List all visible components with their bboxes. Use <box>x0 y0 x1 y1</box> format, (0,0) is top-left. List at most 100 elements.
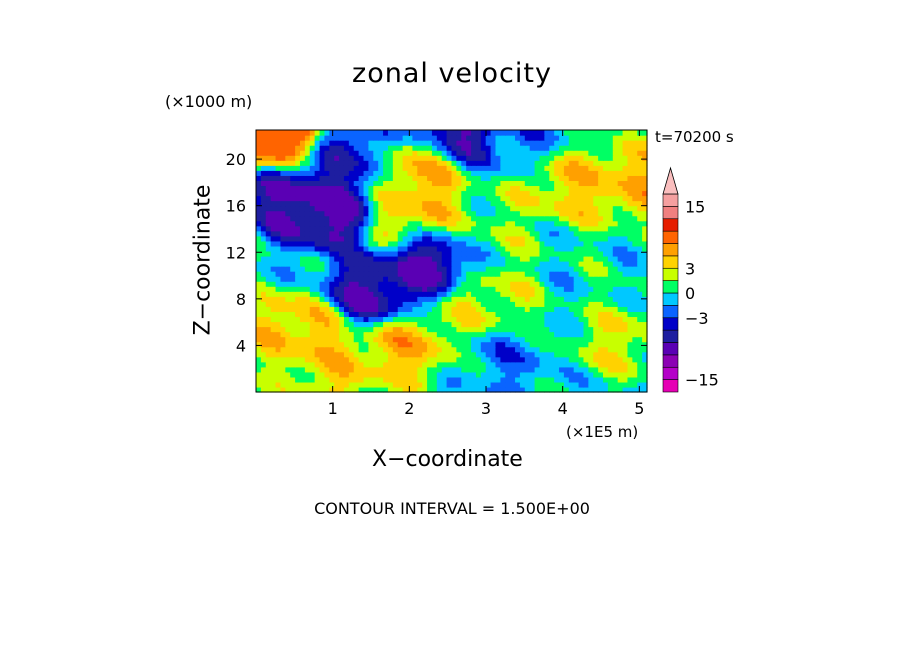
heatmap-cell <box>319 376 326 383</box>
heatmap-cell <box>495 266 501 272</box>
heatmap-cell <box>612 255 619 262</box>
heatmap-cell <box>637 165 643 171</box>
heatmap-cell <box>397 281 404 287</box>
heatmap-cell <box>603 286 609 292</box>
heatmap-cell <box>510 356 516 363</box>
heatmap-cell <box>451 376 457 383</box>
heatmap-cell <box>309 170 316 176</box>
heatmap-cell <box>466 291 472 297</box>
heatmap-cell <box>422 225 428 232</box>
heatmap-cell <box>505 175 511 181</box>
heatmap-cell <box>607 386 614 393</box>
heatmap-cell <box>554 245 560 252</box>
time-label: t=70200 s <box>655 128 734 146</box>
heatmap-cell <box>324 311 330 318</box>
heatmap-cell <box>539 351 545 358</box>
heatmap-cell <box>304 160 311 166</box>
heatmap-cell <box>588 130 594 136</box>
heatmap-cell <box>319 225 326 232</box>
heatmap-cell <box>427 165 433 171</box>
heatmap-cell <box>378 361 384 368</box>
heatmap-cell <box>563 220 570 227</box>
heatmap-cell <box>275 185 282 192</box>
heatmap-cell <box>407 356 413 363</box>
heatmap-cell <box>343 306 350 312</box>
heatmap-cell <box>392 346 399 353</box>
heatmap-cell <box>529 291 536 297</box>
heatmap-cell <box>265 140 272 146</box>
heatmap-cell <box>642 386 648 393</box>
heatmap-cell <box>607 185 614 192</box>
heatmap-cell <box>373 245 379 252</box>
heatmap-cell <box>334 301 340 307</box>
heatmap-cell <box>446 366 453 373</box>
heatmap-cell <box>612 225 619 232</box>
heatmap-cell <box>417 205 423 212</box>
heatmap-cell <box>446 301 453 307</box>
heatmap-cell <box>612 276 619 282</box>
heatmap-cell <box>617 271 624 277</box>
heatmap-cell <box>573 230 580 237</box>
heatmap-cell <box>519 130 526 136</box>
heatmap-cell <box>515 381 521 388</box>
heatmap-cell <box>402 135 409 141</box>
heatmap-cell <box>378 261 384 267</box>
heatmap-cell <box>304 356 311 363</box>
heatmap-cell <box>446 261 453 267</box>
heatmap-cell <box>427 276 433 282</box>
heatmap-cell <box>412 135 418 141</box>
heatmap-cell <box>275 180 282 187</box>
heatmap-cell <box>607 140 614 146</box>
heatmap-cell <box>431 281 438 287</box>
heatmap-cell <box>466 316 472 323</box>
heatmap-cell <box>480 175 487 181</box>
heatmap-cell <box>539 190 545 197</box>
heatmap-cell <box>485 321 492 328</box>
heatmap-cell <box>392 210 399 217</box>
heatmap-cell <box>265 326 272 333</box>
heatmap-cell <box>304 311 311 318</box>
heatmap-cell <box>480 371 487 378</box>
heatmap-cell <box>407 190 413 197</box>
heatmap-cell <box>260 250 267 257</box>
heatmap-cell <box>324 281 330 287</box>
heatmap-cell <box>578 235 585 242</box>
heatmap-cell <box>554 266 560 272</box>
heatmap-cell <box>334 291 340 297</box>
heatmap-cell <box>256 366 262 373</box>
heatmap-cell <box>637 281 643 287</box>
heatmap-cell <box>598 316 604 323</box>
heatmap-cell <box>299 245 306 252</box>
heatmap-cell <box>485 175 492 181</box>
heatmap-cell <box>314 160 321 166</box>
heatmap-cell <box>417 381 423 388</box>
heatmap-cell <box>627 366 633 373</box>
heatmap-cell <box>598 145 604 151</box>
heatmap-cell <box>471 145 477 151</box>
heatmap-cell <box>627 245 633 252</box>
heatmap-cell <box>441 205 448 212</box>
heatmap-cell <box>431 361 438 368</box>
heatmap-cell <box>490 140 497 146</box>
heatmap-cell <box>436 130 443 136</box>
heatmap-cell <box>480 376 487 383</box>
heatmap-cell <box>524 240 531 247</box>
heatmap-cell <box>598 271 604 277</box>
heatmap-cell <box>353 210 360 217</box>
heatmap-cell <box>295 165 301 171</box>
heatmap-cell <box>339 306 345 312</box>
heatmap-cell <box>598 381 604 388</box>
heatmap-cell <box>304 150 311 156</box>
heatmap-cell <box>471 210 477 217</box>
heatmap-cell <box>373 130 379 136</box>
heatmap-cell <box>412 356 418 363</box>
heatmap-cell <box>427 286 433 292</box>
heatmap-cell <box>500 200 506 207</box>
heatmap-cell <box>309 341 316 348</box>
heatmap-cell <box>603 175 609 181</box>
heatmap-cell <box>593 261 599 267</box>
heatmap-cell <box>627 311 633 318</box>
heatmap-cell <box>471 351 477 358</box>
heatmap-cell <box>417 165 423 171</box>
heatmap-cell <box>373 266 379 272</box>
